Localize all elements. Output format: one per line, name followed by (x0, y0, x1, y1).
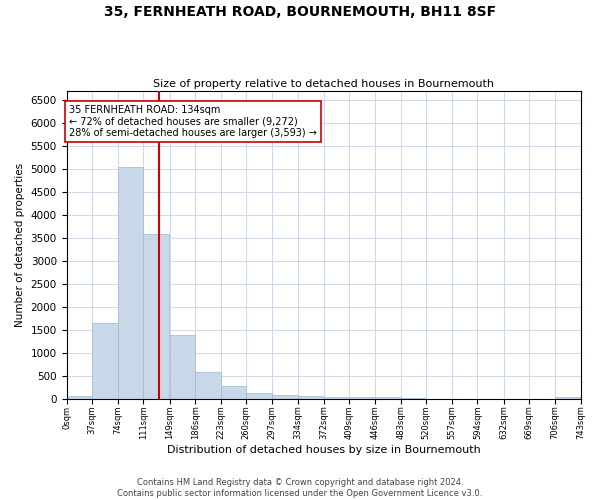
Text: 35 FERNHEATH ROAD: 134sqm
← 72% of detached houses are smaller (9,272)
28% of se: 35 FERNHEATH ROAD: 134sqm ← 72% of detac… (69, 105, 317, 138)
Text: 35, FERNHEATH ROAD, BOURNEMOUTH, BH11 8SF: 35, FERNHEATH ROAD, BOURNEMOUTH, BH11 8S… (104, 5, 496, 19)
Bar (170, 335, 195, 400)
Bar (349, 398, 375, 400)
Y-axis label: Number of detached properties: Number of detached properties (15, 163, 25, 328)
Bar (67, 396, 92, 400)
X-axis label: Distribution of detached houses by size in Bournemouth: Distribution of detached houses by size … (167, 445, 481, 455)
Bar (143, 234, 169, 400)
Bar (118, 167, 143, 400)
Bar (401, 398, 426, 400)
Bar (298, 396, 323, 400)
Bar (426, 398, 452, 400)
Bar (221, 386, 247, 400)
Bar (555, 398, 581, 400)
Title: Size of property relative to detached houses in Bournemouth: Size of property relative to detached ho… (153, 79, 494, 89)
Bar (92, 324, 118, 400)
Bar (272, 394, 298, 400)
Bar (375, 398, 401, 400)
Bar (195, 372, 221, 400)
Bar (247, 393, 272, 400)
Bar (324, 397, 349, 400)
Text: Contains HM Land Registry data © Crown copyright and database right 2024.
Contai: Contains HM Land Registry data © Crown c… (118, 478, 482, 498)
